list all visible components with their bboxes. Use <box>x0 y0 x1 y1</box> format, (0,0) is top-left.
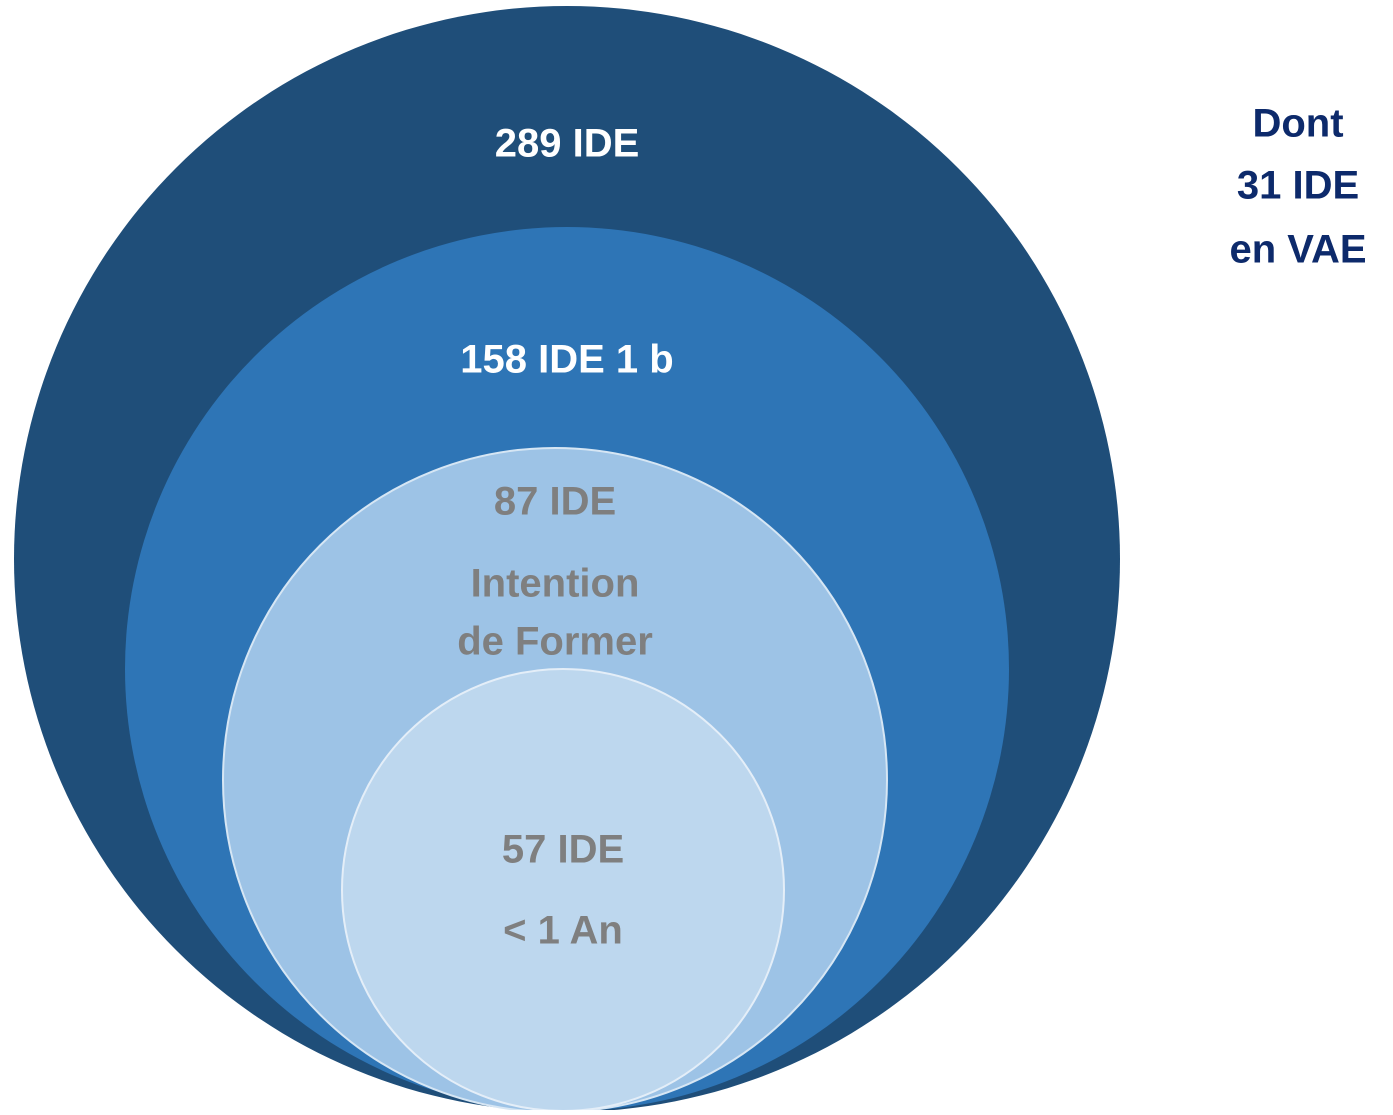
outer-label: 289 IDE <box>495 122 640 166</box>
third-label: 87 IDE <box>494 480 616 524</box>
inner-label: < 1 An <box>503 909 623 953</box>
inner-circle <box>341 668 785 1112</box>
note-line: Dont <box>1252 102 1343 146</box>
third-label: de Former <box>457 620 653 664</box>
inner-label: 57 IDE <box>502 828 624 872</box>
third-label: Intention <box>471 562 640 606</box>
note-line: 31 IDE <box>1237 164 1359 208</box>
note-line: en VAE <box>1229 228 1366 272</box>
second-label: 158 IDE 1 b <box>460 338 673 382</box>
